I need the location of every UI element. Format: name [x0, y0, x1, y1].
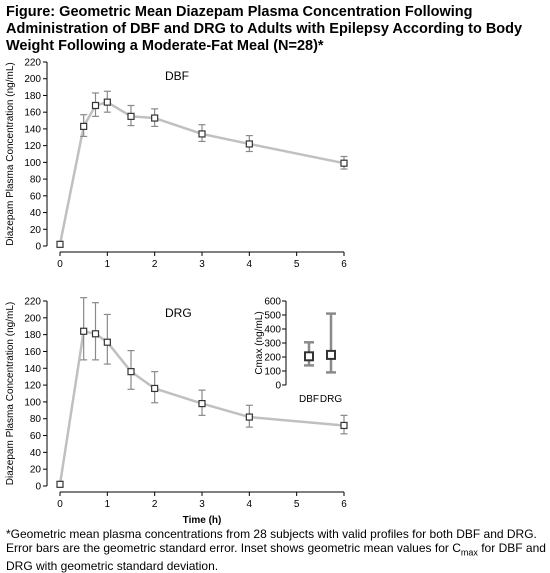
inset-y-tick-label: 400 — [264, 325, 281, 336]
drg-data-point — [151, 384, 159, 393]
inset-y-tick-label: 500 — [264, 311, 281, 322]
dbf-y-tick-label: 60 — [30, 191, 42, 202]
dbf-y-tick-label: 220 — [24, 58, 41, 69]
inset-data-point — [304, 351, 314, 362]
drg-y-tick-label: 80 — [30, 414, 42, 425]
drg-x-tick-label: 5 — [294, 499, 300, 510]
dbf-x-tick-label: 1 — [105, 259, 111, 270]
drg-y-tick-label: 220 — [24, 297, 41, 308]
dbf-x-tick-label: 3 — [199, 259, 205, 270]
dbf-data-point — [245, 140, 253, 148]
dbf-panel-label: DBF — [165, 69, 189, 83]
dbf-data-point — [198, 130, 206, 138]
drg-x-axis-label: Time (h) — [183, 515, 222, 526]
drg-y-tick-label: 0 — [35, 482, 41, 493]
inset-y-tick-label: 600 — [264, 297, 281, 308]
drg-x-tick-label: 2 — [152, 499, 158, 510]
dbf-x-tick-label: 0 — [57, 259, 63, 270]
dbf-data-point — [151, 114, 159, 122]
dbf-y-tick-label: 200 — [24, 74, 41, 85]
dbf-data-point — [127, 112, 135, 120]
drg-panel-label: DRG — [165, 306, 192, 320]
drg-data-point — [80, 327, 88, 335]
inset-y-tick-label: 200 — [264, 353, 281, 364]
dbf-y-tick-label: 140 — [24, 124, 41, 135]
inset-y-axis-label: Cmax (ng/mL) — [254, 311, 265, 374]
inset-y-tick-label: 0 — [275, 381, 281, 392]
drg-x-tick-label: 0 — [57, 499, 63, 510]
drg-data-point — [340, 421, 348, 430]
inset-category-label: DRG — [320, 394, 342, 405]
drg-data-point — [127, 368, 135, 376]
inset-data-point — [326, 349, 336, 360]
drg-x-tick-label: 4 — [247, 499, 253, 510]
dbf-x-tick-label: 4 — [247, 259, 253, 270]
drg-y-tick-label: 40 — [30, 448, 42, 459]
inset-y-tick-label: 300 — [264, 339, 281, 350]
dbf-data-point — [103, 98, 111, 106]
dbf-y-tick-label: 120 — [24, 141, 41, 152]
drg-y-tick-label: 100 — [24, 397, 41, 408]
drg-y-axis-label: Diazepam Plasma Concentration (ng/mL) — [5, 302, 16, 485]
dbf-data-point — [56, 240, 64, 248]
drg-data-point — [91, 330, 100, 338]
dbf-data-point — [340, 159, 348, 167]
drg-y-tick-label: 160 — [24, 347, 41, 358]
dbf-y-tick-label: 160 — [24, 108, 41, 119]
drg-data-point — [245, 413, 253, 421]
drg-data-point — [56, 480, 64, 488]
drg-data-point — [103, 338, 111, 346]
drg-data-point — [198, 399, 206, 408]
drg-y-tick-label: 200 — [24, 313, 41, 324]
dbf-data-point — [91, 101, 100, 110]
dbf-y-tick-label: 100 — [24, 158, 41, 169]
dbf-y-tick-label: 180 — [24, 91, 41, 102]
footnote-main-text: *Geometric mean plasma concentrations fr… — [6, 527, 537, 555]
dbf-y-tick-label: 40 — [30, 208, 42, 219]
drg-y-tick-label: 20 — [30, 465, 42, 476]
drg-x-tick-label: 6 — [341, 499, 347, 510]
figure-title: Figure: Geometric Mean Diazepam Plasma C… — [6, 4, 523, 54]
drg-x-tick-label: 1 — [105, 499, 111, 510]
footnote-tail-text: for DBF and DRG with geometric standard … — [6, 541, 546, 573]
dbf-x-tick-label: 5 — [294, 259, 300, 270]
drg-y-tick-label: 120 — [24, 381, 41, 392]
drg-x-tick-label: 3 — [199, 499, 205, 510]
dbf-y-tick-label: 0 — [35, 242, 41, 253]
dbf-y-tick-label: 20 — [30, 225, 42, 236]
dbf-x-tick-label: 2 — [152, 259, 158, 270]
drg-y-tick-label: 60 — [30, 431, 42, 442]
dbf-y-tick-label: 80 — [30, 175, 42, 186]
dbf-series-line — [58, 100, 345, 245]
dbf-y-axis-label: Diazepam Plasma Concentration (ng/mL) — [5, 62, 16, 245]
figure-footnote: *Geometric mean plasma concentrations fr… — [6, 527, 546, 573]
inset-category-label: DBF — [299, 394, 319, 405]
dbf-x-tick-label: 6 — [341, 259, 347, 270]
drg-y-tick-label: 180 — [24, 330, 41, 341]
inset-y-tick-label: 100 — [264, 367, 281, 378]
drg-y-tick-label: 140 — [24, 364, 41, 375]
footnote-cmax-subscript: max — [460, 547, 478, 558]
dbf-data-point — [80, 122, 88, 131]
